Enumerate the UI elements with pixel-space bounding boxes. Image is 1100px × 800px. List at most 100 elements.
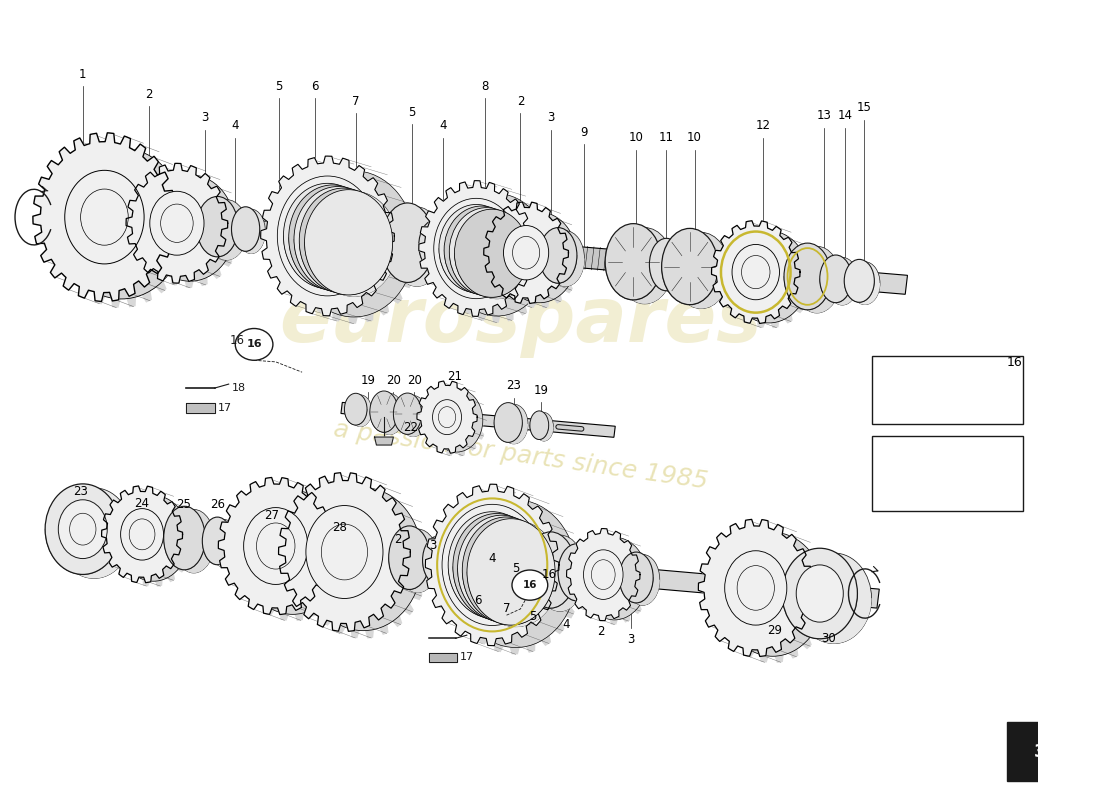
Ellipse shape: [462, 517, 550, 623]
Ellipse shape: [321, 524, 367, 580]
Ellipse shape: [458, 515, 546, 622]
Polygon shape: [382, 242, 443, 286]
Ellipse shape: [737, 566, 774, 610]
Ellipse shape: [453, 514, 541, 620]
Ellipse shape: [619, 552, 653, 603]
Polygon shape: [197, 226, 248, 260]
Ellipse shape: [382, 203, 433, 282]
Polygon shape: [101, 486, 183, 582]
Ellipse shape: [256, 523, 295, 569]
Text: 16: 16: [1006, 356, 1023, 370]
Text: 26: 26: [210, 498, 224, 511]
Text: 30: 30: [821, 632, 836, 645]
Text: 16: 16: [522, 580, 537, 590]
Polygon shape: [619, 578, 660, 606]
Text: 6: 6: [474, 594, 482, 607]
Polygon shape: [844, 281, 880, 305]
Polygon shape: [370, 412, 404, 434]
Ellipse shape: [344, 394, 367, 425]
Ellipse shape: [732, 245, 780, 300]
Text: 5: 5: [529, 610, 537, 622]
Polygon shape: [784, 277, 840, 313]
Ellipse shape: [305, 190, 393, 295]
Ellipse shape: [725, 550, 786, 625]
Ellipse shape: [299, 188, 387, 294]
Polygon shape: [419, 181, 534, 316]
Ellipse shape: [741, 255, 770, 289]
Ellipse shape: [439, 205, 514, 293]
Ellipse shape: [657, 241, 691, 293]
Ellipse shape: [129, 519, 155, 550]
Ellipse shape: [433, 198, 519, 298]
Polygon shape: [494, 422, 528, 444]
Text: 25: 25: [176, 498, 191, 511]
Polygon shape: [202, 541, 239, 567]
Text: 20: 20: [386, 374, 400, 386]
Ellipse shape: [238, 209, 265, 254]
Polygon shape: [820, 279, 858, 305]
Text: 29: 29: [767, 624, 782, 637]
Ellipse shape: [56, 488, 132, 578]
Polygon shape: [698, 519, 813, 657]
Ellipse shape: [394, 393, 421, 434]
Ellipse shape: [173, 510, 214, 573]
Ellipse shape: [118, 495, 189, 582]
Text: 28: 28: [332, 521, 348, 534]
Ellipse shape: [430, 389, 483, 452]
Ellipse shape: [145, 174, 235, 282]
Text: 10: 10: [629, 131, 644, 144]
Text: 13: 13: [817, 109, 832, 122]
Ellipse shape: [243, 507, 308, 585]
Polygon shape: [458, 569, 550, 623]
Ellipse shape: [462, 529, 522, 602]
Text: 4: 4: [440, 119, 447, 133]
Ellipse shape: [494, 402, 522, 442]
Polygon shape: [484, 253, 582, 308]
Polygon shape: [439, 249, 519, 294]
Text: 11: 11: [659, 131, 674, 144]
Ellipse shape: [793, 246, 840, 313]
Ellipse shape: [58, 500, 108, 558]
Ellipse shape: [305, 190, 393, 295]
Ellipse shape: [304, 488, 422, 630]
Text: 2: 2: [145, 88, 153, 101]
Polygon shape: [558, 572, 603, 603]
Text: 5: 5: [513, 562, 519, 575]
Polygon shape: [530, 426, 553, 441]
Ellipse shape: [388, 526, 430, 590]
Ellipse shape: [547, 230, 584, 286]
Polygon shape: [341, 402, 615, 438]
Polygon shape: [426, 565, 583, 654]
Text: 21: 21: [447, 370, 462, 382]
Text: 4: 4: [488, 552, 496, 566]
Ellipse shape: [202, 517, 232, 565]
Text: 17: 17: [460, 653, 474, 662]
Text: 23: 23: [506, 379, 521, 392]
Polygon shape: [429, 653, 458, 662]
Ellipse shape: [375, 394, 404, 434]
Ellipse shape: [231, 206, 260, 251]
Text: 5: 5: [408, 106, 416, 119]
Ellipse shape: [583, 550, 623, 599]
Ellipse shape: [499, 404, 528, 444]
Polygon shape: [218, 478, 333, 614]
Ellipse shape: [80, 189, 129, 245]
Polygon shape: [58, 204, 907, 294]
Text: 15: 15: [857, 101, 871, 114]
Text: 10: 10: [688, 131, 702, 144]
Polygon shape: [468, 572, 560, 627]
Polygon shape: [126, 163, 228, 283]
Polygon shape: [417, 381, 477, 454]
Text: a passion for parts since 1985: a passion for parts since 1985: [332, 418, 710, 494]
Polygon shape: [782, 594, 871, 643]
Text: 16: 16: [541, 568, 557, 582]
Ellipse shape: [468, 518, 556, 625]
Text: 19: 19: [534, 384, 549, 397]
Text: 7: 7: [352, 94, 360, 108]
Polygon shape: [288, 238, 382, 292]
Polygon shape: [58, 518, 879, 608]
Ellipse shape: [446, 194, 549, 316]
Ellipse shape: [438, 406, 455, 428]
Text: 6: 6: [311, 80, 319, 93]
FancyBboxPatch shape: [872, 436, 1023, 511]
